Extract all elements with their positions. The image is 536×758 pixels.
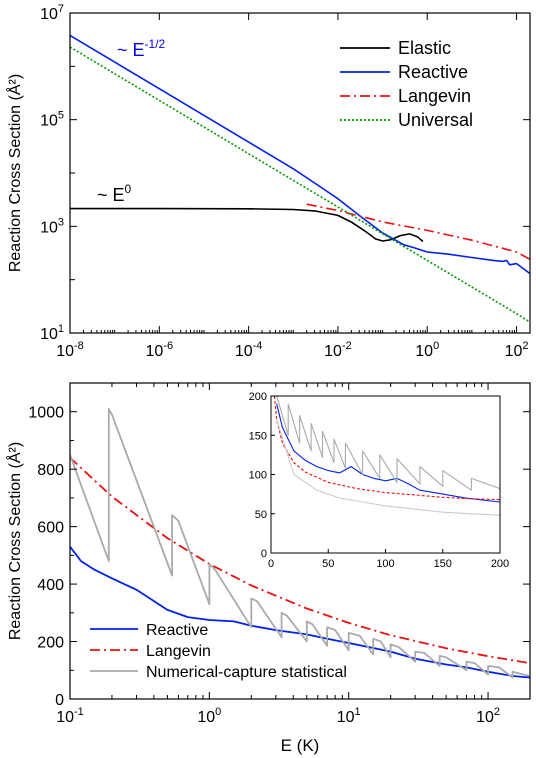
bottom-y-tick-label: 400 bbox=[37, 577, 64, 594]
inset-axes: 0 50 100 150 200 0 50 100 150 200 bbox=[249, 391, 510, 570]
top-y-tick-label: 103 bbox=[40, 216, 64, 236]
top-series-langevin bbox=[306, 203, 530, 261]
bottom-y-tick-label: 600 bbox=[37, 520, 64, 537]
inset-background bbox=[271, 396, 500, 553]
inset-series-group bbox=[273, 396, 500, 516]
bottom-x-tick-label: 102 bbox=[476, 706, 500, 726]
top-axes: 10-8 10-6 10-4 10-2 100 102 101 103 105 107 bbox=[40, 3, 530, 360]
annotation-base: ~ E bbox=[97, 185, 125, 205]
inset-y-tick-label: 150 bbox=[249, 430, 267, 442]
annotation-exponent: 0 bbox=[125, 182, 132, 196]
inset-y-tick-label: 200 bbox=[249, 391, 267, 403]
top-panel: 10-8 10-6 10-4 10-2 100 102 101 103 105 107 React… bbox=[5, 3, 531, 360]
bottom-legend-label-langevin: Langevin bbox=[146, 643, 211, 660]
bottom-x-tick-label: 100 bbox=[197, 706, 221, 726]
bottom-legend-label-numerical-capture-statistical: Numerical-capture statistical bbox=[146, 664, 347, 681]
bottom-x-axis-label: E (K) bbox=[281, 736, 320, 755]
top-y-tick-label: 101 bbox=[40, 323, 64, 343]
bottom-legend-label-reactive: Reactive bbox=[146, 622, 208, 639]
inset-x-tick-label: 100 bbox=[376, 558, 394, 570]
inset-series-numerical-capture-statistical bbox=[276, 419, 500, 516]
inset-x-tick-label: 50 bbox=[322, 558, 334, 570]
annotation-base: ~ E bbox=[117, 40, 145, 60]
inset-x-tick-label: 200 bbox=[491, 558, 509, 570]
inset-series-langevin bbox=[273, 396, 500, 501]
inset-series-numerical-capture-statistical bbox=[276, 396, 500, 491]
top-x-tick-label: 102 bbox=[505, 340, 529, 360]
top-legend-label-langevin: Langevin bbox=[398, 86, 471, 106]
inset-x-tick-label: 0 bbox=[268, 558, 274, 570]
bottom-y-tick-label: 800 bbox=[37, 462, 64, 479]
inset-y-tick-label: 100 bbox=[249, 470, 267, 482]
top-series-elastic bbox=[70, 207, 424, 243]
bottom-plot-frame bbox=[69, 382, 531, 700]
bottom-y-tick-label: 200 bbox=[37, 635, 64, 652]
bottom-series-reactive bbox=[70, 546, 530, 679]
inset-series-reactive bbox=[276, 403, 500, 503]
bottom-x-tick-label: 101 bbox=[337, 706, 361, 726]
top-legend-label-reactive: Reactive bbox=[398, 62, 468, 82]
bottom-series-numerical-capture-statistical bbox=[70, 407, 530, 679]
top-annotation-power-law: ~ E-1/2 bbox=[117, 37, 166, 60]
bottom-series-langevin bbox=[70, 457, 530, 664]
top-x-tick-label: 10-2 bbox=[324, 340, 352, 360]
top-series-universal bbox=[70, 46, 530, 323]
bottom-x-tick-label: 10-1 bbox=[56, 706, 84, 726]
top-legend: Elastic Reactive Langevin Universal bbox=[340, 38, 473, 130]
top-x-tick-label: 10-6 bbox=[146, 340, 174, 360]
top-series-group bbox=[70, 34, 530, 323]
inset-y-tick-label: 50 bbox=[255, 509, 267, 521]
bottom-y-tick-label: 1000 bbox=[28, 405, 64, 422]
top-y-tick-label: 107 bbox=[40, 3, 64, 23]
inset-y-tick-label: 0 bbox=[261, 548, 267, 560]
inset-chart: 0 50 100 150 200 0 50 100 150 200 bbox=[249, 391, 510, 570]
annotation-exponent: -1/2 bbox=[145, 37, 166, 51]
top-series-reactive bbox=[70, 34, 530, 275]
bottom-y-axis-label: Reaction Cross Section (Å²) bbox=[5, 442, 24, 640]
top-x-tick-label: 10-8 bbox=[56, 340, 84, 360]
top-legend-label-elastic: Elastic bbox=[398, 38, 451, 58]
inset-x-tick-label: 150 bbox=[434, 558, 452, 570]
top-y-axis-label: Reaction Cross Section (Å²) bbox=[5, 74, 24, 272]
top-legend-label-universal: Universal bbox=[398, 110, 473, 130]
top-x-tick-label: 100 bbox=[415, 340, 439, 360]
bottom-series-group bbox=[70, 407, 530, 679]
top-x-tick-label: 10-4 bbox=[235, 340, 263, 360]
bottom-y-tick-label: 0 bbox=[55, 692, 64, 709]
top-y-tick-label: 105 bbox=[40, 110, 64, 130]
top-annotation-constant: ~ E0 bbox=[97, 182, 132, 205]
bottom-legend: Reactive Langevin Numerical-capture statis… bbox=[90, 622, 347, 681]
